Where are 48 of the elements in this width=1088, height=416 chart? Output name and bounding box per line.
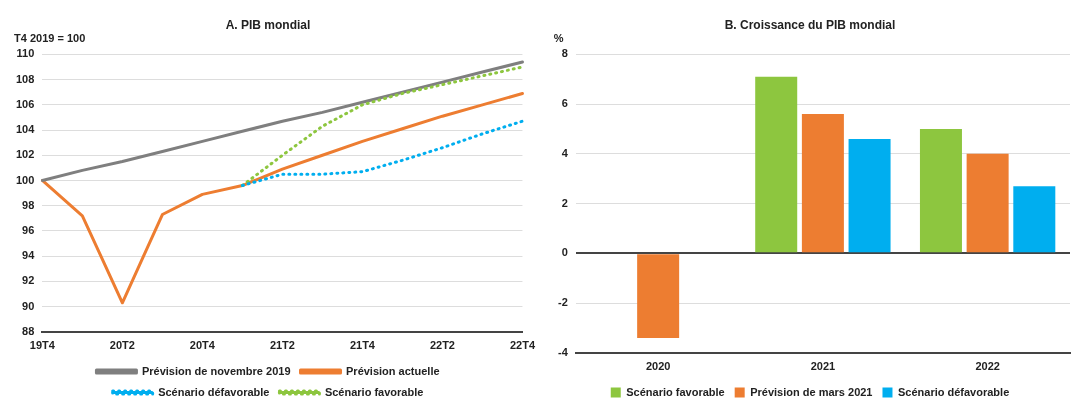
x-tick-label: 21T2 — [269, 339, 295, 352]
y-tick-label: -4 — [558, 345, 569, 358]
y-tick-label: 92 — [22, 274, 35, 287]
chart-title: A. PIB mondial — [225, 17, 311, 32]
legend-label: Prévision actuelle — [346, 364, 440, 377]
y-tick-label: 88 — [22, 324, 35, 337]
y-tick-label: 8 — [561, 47, 568, 60]
x-tick-label: 2021 — [810, 360, 836, 373]
y-tick-label: 94 — [22, 249, 36, 262]
legend-label: Prévision de novembre 2019 — [141, 364, 291, 377]
x-tick-label: 21T4 — [349, 339, 376, 352]
x-tick-label: 19T4 — [29, 339, 56, 352]
legend-label: Scénario défavorable — [158, 385, 270, 398]
x-tick-label: 22T4 — [509, 339, 536, 352]
y-tick-label: 98 — [22, 198, 35, 211]
y-tick-label: 110 — [16, 47, 35, 60]
y-tick-label: 108 — [15, 72, 35, 85]
legend-label: Scénario favorable — [324, 385, 424, 398]
chart-title: B. Croissance du PIB mondial — [724, 17, 896, 32]
x-tick-label: 20T4 — [189, 339, 216, 352]
y-tick-label: 96 — [22, 223, 35, 236]
y-axis-title: T4 2019 = 100 — [14, 31, 86, 44]
bar — [801, 114, 844, 253]
x-tick-label: 2022 — [975, 360, 1000, 373]
legend-label: Scénario défavorable — [897, 385, 1010, 398]
bar — [1013, 186, 1056, 253]
legend-label: Scénario favorable — [626, 385, 725, 398]
y-tick-label: 2 — [561, 196, 568, 209]
y-tick-label: -2 — [558, 296, 568, 309]
y-tick-label: 102 — [15, 148, 35, 161]
x-tick-label: 22T2 — [429, 339, 455, 352]
y-tick-label: 104 — [15, 123, 36, 136]
line-series — [240, 119, 524, 188]
y-tick-label: 0 — [561, 246, 568, 259]
y-tick-label: 106 — [15, 97, 35, 110]
bar — [755, 76, 798, 253]
y-axis-title: % — [553, 31, 564, 44]
x-tick-label: 2020 — [645, 360, 671, 373]
bar — [637, 254, 680, 338]
y-tick-label: 6 — [561, 97, 568, 110]
y-tick-label: 100 — [15, 173, 35, 186]
legend-label: Prévision de mars 2021 — [750, 385, 873, 398]
y-tick-label: 4 — [561, 146, 569, 159]
bar — [848, 138, 891, 253]
y-tick-label: 90 — [22, 299, 35, 312]
x-tick-label: 20T2 — [109, 339, 135, 352]
bar — [919, 129, 962, 253]
bar — [966, 153, 1009, 253]
